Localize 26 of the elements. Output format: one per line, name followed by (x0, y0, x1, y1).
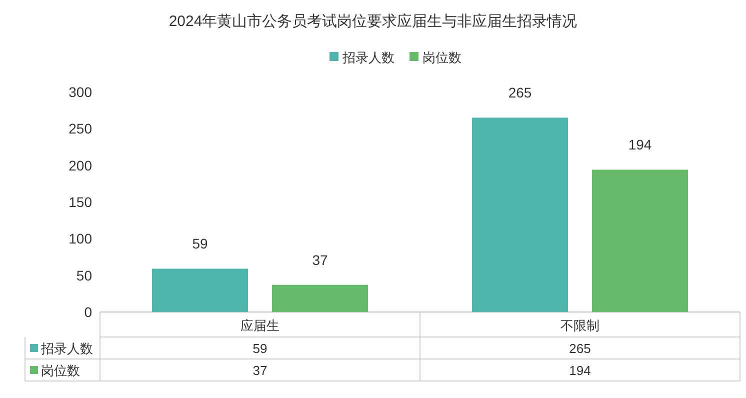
data-label: 59 (192, 236, 208, 252)
chart-title: 2024年黄山市公务员考试岗位要求应届生与非应届生招录情况 (168, 13, 578, 30)
bar (472, 118, 568, 312)
y-tick-label: 250 (68, 120, 92, 137)
text: 59 (252, 341, 268, 356)
text: 招录人数 (41, 341, 93, 356)
y-tick-label: 200 (68, 157, 92, 174)
data-label: 265 (508, 84, 532, 101)
data-label: 37 (312, 252, 328, 268)
x-tick-label: 应届生 (240, 318, 280, 333)
bar (152, 268, 248, 312)
y-tick-label: 0 (84, 304, 92, 320)
legend-label: 岗位数 (422, 50, 462, 65)
y-tick-label: 100 (68, 230, 92, 247)
data-label: 194 (628, 136, 652, 153)
text: 265 (569, 341, 591, 356)
text: 194 (569, 363, 591, 378)
bar (592, 170, 688, 312)
bar (272, 284, 368, 312)
x-tick-label: 不限制 (560, 318, 600, 333)
y-tick-label: 300 (68, 84, 92, 100)
y-tick-label: 50 (76, 267, 92, 284)
text: 岗位数 (41, 363, 80, 378)
y-tick-label: 150 (68, 194, 92, 210)
legend-label: 招录人数 (342, 50, 394, 65)
text: 37 (252, 363, 268, 378)
